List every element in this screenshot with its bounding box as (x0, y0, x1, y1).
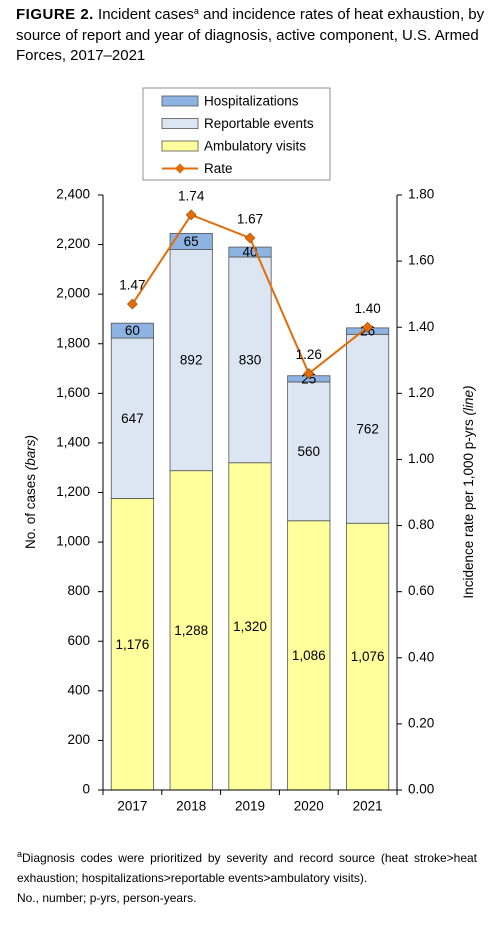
bar-segment (228, 462, 272, 791)
title-superscript: a (193, 6, 199, 16)
value-label: 892 (180, 353, 203, 368)
rate-label: 1.47 (119, 278, 145, 293)
y2-tick-label: 0.20 (408, 715, 434, 730)
legend-label: Ambulatory visits (204, 139, 306, 154)
y-tick-label: 1,000 (56, 534, 90, 549)
bar-segment (346, 333, 390, 524)
value-label: 762 (356, 421, 379, 436)
y-tick-label: 800 (67, 583, 90, 598)
rate-marker (303, 368, 315, 379)
y-tick-label: 2,200 (56, 236, 90, 251)
y-tick-label: 1,600 (56, 385, 90, 400)
value-label: 1,076 (351, 649, 385, 664)
figure-label: FIGURE 2. (16, 6, 94, 23)
y2-tick-label: 0.00 (408, 782, 434, 797)
bar-segment (169, 233, 213, 250)
y-axis-label: No. of cases (bars) (23, 435, 38, 549)
bar-segment (110, 498, 154, 791)
bar-segment (228, 256, 272, 464)
bar-segment (228, 246, 272, 258)
value-label: 1,086 (292, 648, 326, 663)
y2-axis-label-note: (line) (461, 385, 476, 415)
y2-axis-label-text: Incidence rate per 1,000 p-yrs (461, 419, 476, 599)
y-tick-label: 400 (67, 682, 90, 697)
value-label: 647 (121, 411, 144, 426)
x-tick-label: 2019 (235, 799, 265, 814)
y2-tick-label: 0.60 (408, 583, 434, 598)
chart: No. of cases (bars) Incidence rate per 1… (23, 87, 476, 814)
footnote-superscript: a (17, 849, 23, 859)
title-text: Incident cases (98, 6, 194, 23)
y-axis-label-text: No. of cases (23, 474, 38, 549)
y2-tick-label: 1.00 (408, 451, 434, 466)
x-tick-label: 2020 (294, 799, 324, 814)
legend-swatch (161, 95, 199, 107)
legend-marker (175, 163, 185, 174)
abbreviations: No., number; p-yrs, person-years. (17, 891, 197, 905)
value-label: 1,176 (116, 637, 150, 652)
value-label: 830 (239, 352, 262, 367)
x-tick-label: 2018 (176, 799, 206, 814)
value-label: 65 (184, 234, 199, 249)
y-tick-label: 2,000 (56, 286, 90, 301)
y-tick-label: 0 (82, 782, 90, 797)
bar-segment (169, 249, 213, 472)
title-text: and incidence rates of heat exhaustion, … (16, 6, 485, 64)
y2-tick-label: 0.80 (408, 517, 434, 532)
y-axis-label-note: (bars) (23, 435, 38, 470)
rate-label: 1.74 (178, 188, 205, 203)
footnote-text: Diagnosis codes were prioritized by seve… (17, 851, 477, 885)
y2-tick-label: 1.60 (408, 253, 434, 268)
x-tick-label: 2021 (353, 799, 383, 814)
rate-marker (244, 232, 256, 244)
y-tick-label: 1,800 (56, 335, 90, 350)
footnote: aDiagnosis codes were prioritized by sev… (17, 848, 477, 888)
value-label: 560 (298, 444, 321, 459)
bar-segment (110, 337, 154, 499)
legend-label: Rate (204, 161, 233, 176)
bar-segment (346, 522, 390, 791)
legend-label: Hospitalizations (204, 94, 299, 109)
rate-label: 1.40 (354, 301, 380, 316)
y-tick-label: 1,200 (56, 484, 90, 499)
title: FIGURE 2. Incident casesa and incidence … (16, 5, 488, 67)
y2-tick-label: 1.80 (408, 187, 434, 202)
rate-marker (185, 209, 197, 221)
y2-axis-label: Incidence rate per 1,000 p-yrs (line) (461, 385, 476, 598)
rate-label: 1.67 (237, 212, 263, 227)
value-label: 1,288 (174, 623, 208, 638)
y-tick-label: 600 (67, 633, 90, 648)
y2-tick-label: 1.20 (408, 385, 434, 400)
y2-tick-label: 0.40 (408, 649, 434, 664)
y2-tick-label: 1.40 (408, 319, 434, 334)
rate-marker (126, 298, 138, 310)
y-tick-label: 200 (67, 732, 90, 747)
bar-segment (169, 470, 213, 791)
legend-swatch (161, 118, 199, 129)
value-label: 1,320 (233, 619, 267, 634)
y-tick-label: 2,400 (56, 187, 90, 202)
legend-label: Reportable events (204, 116, 314, 131)
rate-label: 1.26 (296, 347, 322, 362)
bar-segment (287, 520, 331, 791)
bar-segment (110, 322, 154, 339)
y-tick-label: 1,400 (56, 434, 90, 449)
value-label: 60 (125, 323, 140, 338)
bar-segment (287, 381, 331, 522)
legend-swatch (161, 140, 199, 152)
x-tick-label: 2017 (117, 799, 147, 814)
rate-marker (362, 321, 374, 333)
